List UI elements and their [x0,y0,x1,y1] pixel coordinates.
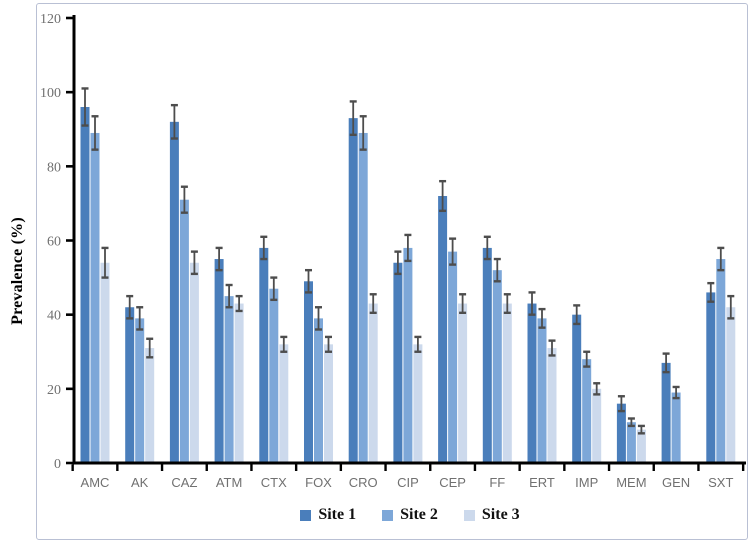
x-category-label-AK: AK [131,475,149,490]
legend-swatch [300,509,312,521]
bar-site2-CRO [358,132,368,464]
x-category-label-AMC: AMC [81,475,110,490]
x-category-label-FOX: FOX [305,475,332,490]
bar-site2-ATM [224,296,234,463]
legend-swatch [463,509,475,521]
x-category-label-CTX: CTX [261,475,287,490]
bar-site3-CAZ [189,262,199,463]
bar-site3-CRO [368,303,378,463]
bar-site1-CAZ [169,121,179,463]
bar-site3-AK [145,348,155,463]
bar-site2-ERT [537,318,547,463]
legend-item: Site 3 [463,506,520,524]
y-tick-label: 120 [40,12,61,27]
bar-site1-CRO [348,118,358,463]
bar-site1-CTX [259,247,269,463]
bar-site3-ATM [234,303,244,463]
bar-site2-MEM [626,422,636,463]
legend-label: Site 1 [318,506,357,523]
bar-site1-CEP [438,196,448,463]
bar-site3-IMP [592,388,602,463]
bar-site2-IMP [582,359,592,463]
bar-site2-SXT [716,259,726,463]
bar-site2-CIP [403,247,413,463]
y-tick-label: 40 [47,309,61,324]
bar-site1-FOX [304,281,313,463]
bar-site2-AK [135,318,145,463]
bar-site1-ERT [527,303,537,463]
legend-item: Site 2 [382,506,438,524]
legend-swatch [382,509,394,521]
bar-site3-AMC [100,262,110,463]
x-category-label-SXT: SXT [708,475,733,490]
bar-site1-IMP [572,314,582,463]
y-tick-label: 60 [47,235,61,250]
y-tick-label: 80 [47,160,61,175]
x-category-label-ATM: ATM [216,475,242,490]
bar-site3-MEM [636,429,646,463]
bar-site1-SXT [706,292,716,463]
bar-site3-SXT [726,307,736,463]
bar-site2-AMC [90,132,100,464]
bar-site2-GEN [671,392,681,463]
bar-site2-FOX [314,318,323,463]
legend-item: Site 1 [300,506,356,524]
bar-site1-AK [125,307,135,463]
bar-site3-ERT [547,348,557,463]
x-category-label-CIP: CIP [397,475,419,490]
bar-site2-CTX [269,288,279,463]
x-category-label-CAZ: CAZ [171,475,197,490]
x-category-label-GEN: GEN [662,475,690,490]
x-category-label-CEP: CEP [439,475,466,490]
bar-site1-AMC [80,107,90,463]
x-category-label-IMP: IMP [575,475,598,490]
bar-site2-CAZ [179,199,189,464]
x-category-label-CRO: CRO [349,475,378,490]
bar-site3-FF [502,303,512,463]
y-tick-label: 100 [40,86,61,101]
bar-site2-CEP [448,251,458,463]
x-category-label-ERT: ERT [529,475,555,490]
bar-site2-FF [492,270,502,463]
x-category-label-FF: FF [489,475,505,490]
bar-site3-CTX [279,344,289,463]
x-category-label-MEM: MEM [616,475,646,490]
bar-site3-CIP [413,344,423,463]
bar-site1-MEM [616,403,626,463]
bar-site3-FOX [324,344,333,463]
bar-site1-GEN [661,362,671,463]
y-tick-label: 0 [54,457,61,472]
bar-site1-CIP [393,262,403,463]
bar-site1-ATM [214,259,224,463]
bar-site3-CEP [458,303,468,463]
y-tick-label: 20 [47,383,61,398]
bar-site1-FF [482,247,492,463]
legend-label: Site 2 [400,506,438,523]
legend: Site 1 Site 2 Site 3 [75,502,745,528]
legend-label: Site 3 [481,506,520,523]
